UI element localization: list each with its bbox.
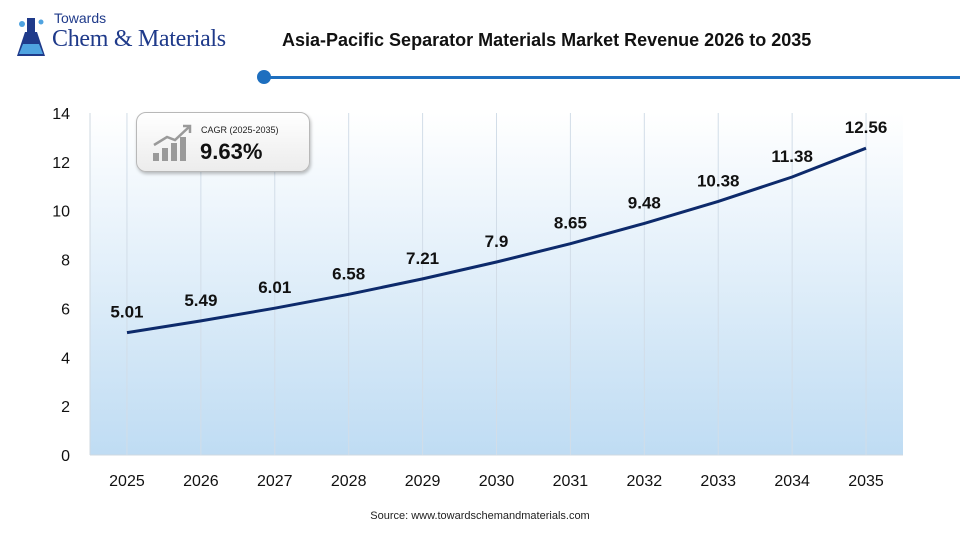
series-line	[126, 146, 867, 335]
data-label: 7.21	[406, 249, 439, 268]
data-label: 8.65	[554, 214, 587, 233]
data-label: 5.49	[184, 291, 217, 310]
x-tick-label: 2026	[183, 473, 219, 490]
x-tick-label: 2034	[774, 473, 810, 490]
x-tick-label: 2035	[848, 473, 884, 490]
data-label: 6.01	[258, 278, 291, 297]
page-title: Asia-Pacific Separator Materials Market …	[282, 30, 812, 50]
y-tick-label: 4	[61, 350, 70, 367]
growth-chart-icon	[153, 124, 192, 161]
data-label: 11.38	[771, 147, 813, 166]
x-tick-label: 2027	[257, 473, 293, 490]
y-tick-label: 0	[61, 448, 70, 465]
data-label: 5.01	[110, 303, 143, 322]
flask-icon	[17, 18, 45, 56]
y-tick-label: 6	[61, 301, 70, 318]
cagr-value: 9.63%	[200, 139, 263, 164]
x-tick-label: 2028	[331, 473, 367, 490]
x-tick-label: 2032	[627, 473, 663, 490]
x-tick-label: 2033	[700, 473, 736, 490]
title-divider	[264, 76, 960, 79]
x-tick-label: 2025	[109, 473, 145, 490]
source-note: Source: www.towardschemandmaterials.com	[370, 510, 590, 522]
data-label: 12.56	[845, 118, 888, 137]
logo: Towards Chem & Materials	[14, 8, 254, 68]
y-tick-label: 8	[61, 253, 70, 270]
data-label: 9.48	[628, 193, 661, 212]
logo-text-top: Towards	[54, 10, 107, 26]
x-tick-label: 2030	[479, 473, 515, 490]
data-label: 7.9	[485, 232, 509, 251]
x-tick-label: 2029	[405, 473, 441, 490]
y-tick-label: 12	[52, 155, 70, 172]
logo-text-main: Chem & Materials	[52, 26, 226, 52]
cagr-label: CAGR (2025-2035)	[201, 125, 279, 135]
data-label: 10.38	[697, 171, 740, 190]
y-tick-label: 10	[52, 204, 70, 221]
x-tick-label: 2031	[553, 473, 589, 490]
data-label: 6.58	[332, 264, 365, 283]
title-divider-dot	[257, 70, 271, 84]
y-tick-label: 2	[61, 399, 70, 416]
cagr-callout: CAGR (2025-2035) 9.63%	[136, 112, 310, 172]
y-tick-label: 14	[52, 106, 70, 123]
